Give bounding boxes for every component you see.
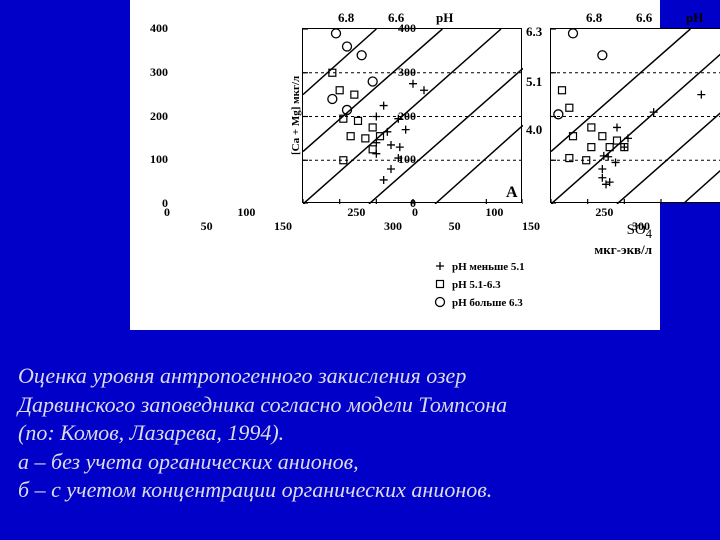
ph-top-b-2: pH [686, 10, 703, 26]
panel-b-svg [551, 29, 720, 204]
panel-a-letter: А [506, 184, 518, 202]
ph-right-a-0: 6.3 [526, 24, 542, 40]
ph-top-b-0: 6.8 [586, 10, 602, 26]
legend-row: pH меньше 5.1 [428, 258, 525, 276]
ph-top-a-0: 6.8 [338, 10, 354, 26]
legend-row: pH больше 6.3 [428, 294, 525, 312]
caption-line: (по: Комов, Лазарева, 1994). [18, 419, 702, 448]
panel-b [550, 28, 720, 203]
caption-line: а – без учета органических анионов, [18, 448, 702, 477]
caption: Оценка уровня антропогенного закисления … [18, 362, 702, 505]
caption-line: б – с учетом концентрации органических а… [18, 476, 702, 505]
legend: pH меньше 5.1pH 5.1-6.3pH больше 6.3 [428, 258, 525, 312]
y-axis-label: [Ca + Mg] мкг/л [290, 76, 302, 155]
ph-top-a-2: pH [436, 10, 453, 26]
caption-line: Оценка уровня антропогенного закисления … [18, 362, 702, 391]
figure-area: [Ca + Mg] мкг/л 6.8 6.6 pH 6.3 5.1 4.0 6… [130, 0, 660, 330]
so4-units: мкг-экв/л [594, 242, 652, 257]
ph-right-a-1: 5.1 [526, 74, 542, 90]
ph-top-b-1: 6.6 [636, 10, 652, 26]
caption-line: Дарвинского заповедника согласно модели … [18, 391, 702, 420]
legend-row: pH 5.1-6.3 [428, 276, 525, 294]
ph-right-a-2: 4.0 [526, 122, 542, 138]
